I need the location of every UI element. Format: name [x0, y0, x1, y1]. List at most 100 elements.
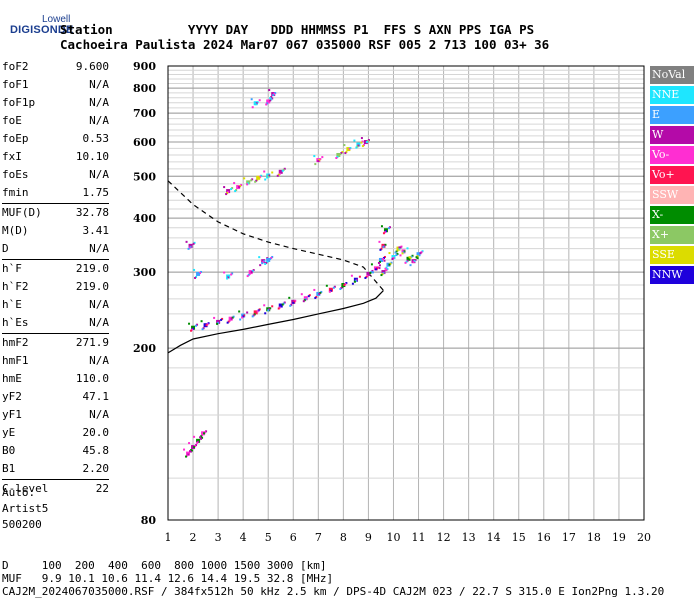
echo-speckle — [264, 262, 267, 265]
echo-speckle — [321, 156, 324, 159]
echo-speckle — [281, 303, 284, 306]
param-label: h`E — [2, 298, 22, 311]
echo-speckle — [391, 258, 394, 261]
echo-speckle — [344, 152, 347, 155]
echo-point — [416, 252, 421, 257]
param-value: N/A — [89, 408, 109, 421]
echo-speckle — [263, 304, 266, 307]
echo-speckle — [379, 248, 382, 251]
profile-curve-solid — [167, 290, 384, 354]
echo-speckle — [201, 328, 204, 331]
echo-speckle — [339, 152, 342, 155]
echo-speckle — [256, 178, 259, 181]
echo-speckle — [258, 256, 261, 259]
footer-file-info: CAJ2M_2024067035000.RSF / 384fx512h 50 k… — [2, 585, 665, 598]
echo-speckle — [258, 99, 261, 102]
echo-speckle — [401, 252, 404, 255]
x-tick-label: 10 — [386, 531, 400, 544]
echo-speckle — [264, 178, 267, 181]
echo-speckle — [269, 257, 272, 260]
legend-item: E — [650, 106, 694, 124]
x-tick-label: 5 — [265, 531, 272, 544]
x-tick-label: 7 — [315, 531, 322, 544]
param-value: 271.9 — [75, 336, 109, 349]
echo-speckle — [314, 163, 317, 166]
param-row: foEp 0.53 — [2, 130, 109, 148]
y-tick-label: 900 — [133, 60, 156, 73]
echo-speckle — [258, 176, 261, 179]
footer-muf-row: MUF 9.9 10.1 10.6 11.4 12.6 14.4 19.5 32… — [2, 572, 334, 585]
echo-speckle — [300, 293, 303, 296]
param-label: B1 — [2, 462, 16, 475]
param-row: hmF2 271.9 — [2, 334, 109, 352]
echo-speckle — [415, 256, 418, 259]
param-row: M(D) 3.41 — [2, 222, 109, 240]
y-tick-label: 500 — [133, 170, 156, 183]
param-value: N/A — [89, 242, 109, 255]
legend-item: SSE — [650, 246, 694, 264]
x-tick-label: 6 — [290, 531, 297, 544]
echo-speckle — [388, 263, 391, 266]
x-tick-label: 19 — [612, 531, 626, 544]
echo-speckle — [387, 227, 390, 230]
legend-item: Vo- — [650, 146, 694, 164]
footer-distance-row: D 100 200 400 600 800 1000 1500 3000 [km… — [2, 559, 327, 572]
param-label: hmE — [2, 372, 22, 385]
echo-speckle — [281, 169, 284, 172]
param-row: yE 20.0 — [2, 424, 109, 442]
echo-speckle — [251, 106, 254, 109]
echo-speckle — [193, 435, 196, 438]
echo-speckle — [192, 242, 195, 245]
x-tick-label: 17 — [562, 531, 576, 544]
param-value: N/A — [89, 298, 109, 311]
param-separator — [2, 333, 109, 334]
echo-speckle — [183, 448, 186, 451]
param-value: 2.20 — [82, 462, 110, 475]
param-row: h`Es N/A — [2, 314, 109, 332]
echo-speckle — [230, 317, 233, 320]
x-tick-label: 11 — [412, 531, 426, 544]
echo-speckle — [268, 89, 271, 92]
param-label: D — [2, 242, 9, 255]
echo-speckle — [223, 271, 226, 274]
echo-point — [278, 169, 283, 174]
echo-speckle — [226, 277, 229, 280]
param-value: 47.1 — [82, 390, 110, 403]
echo-speckle — [409, 264, 412, 267]
echo-speckle — [259, 264, 262, 267]
profile-curves — [167, 180, 384, 354]
auto-label: Auto: — [2, 486, 36, 499]
param-label: hmF2 — [2, 336, 29, 349]
legend-item: NNE — [650, 86, 694, 104]
param-row: foE N/A — [2, 112, 109, 130]
echo-speckle — [378, 264, 381, 267]
auto-version: 500200 — [2, 518, 42, 531]
echo-speckle — [399, 254, 402, 257]
y-tick-label: 800 — [133, 82, 156, 95]
echo-speckle — [250, 179, 253, 182]
echo-speckle — [382, 232, 385, 235]
echo-speckle — [185, 455, 188, 458]
y-tick-label: 600 — [133, 136, 156, 149]
echo-speckle — [269, 99, 272, 102]
echo-speckle — [370, 263, 373, 266]
param-label: foE — [2, 114, 22, 127]
param-label: M(D) — [2, 224, 29, 237]
echo-speckle — [250, 98, 253, 101]
echo-speckle — [193, 268, 196, 271]
echo-speckle — [347, 149, 350, 152]
param-value: 219.0 — [75, 280, 109, 293]
param-row: foF2 9.600 — [2, 58, 109, 76]
param-value: N/A — [89, 168, 109, 181]
echo-speckle — [371, 271, 374, 274]
echo-speckle — [238, 310, 241, 313]
echo-speckle — [213, 316, 216, 319]
echo-speckle — [351, 282, 354, 285]
param-label: B0 — [2, 444, 16, 457]
y-tick-label: 200 — [133, 342, 156, 355]
echo-speckle — [189, 450, 192, 453]
echo-speckle — [216, 322, 219, 325]
x-axis-tick-labels: 1 2 3 4 5 6 7 8 9 10 11 12 13 14 15 16 17 18 19 20 — [165, 531, 652, 544]
param-label: h`F2 — [2, 280, 29, 293]
echo-speckle — [269, 97, 272, 100]
